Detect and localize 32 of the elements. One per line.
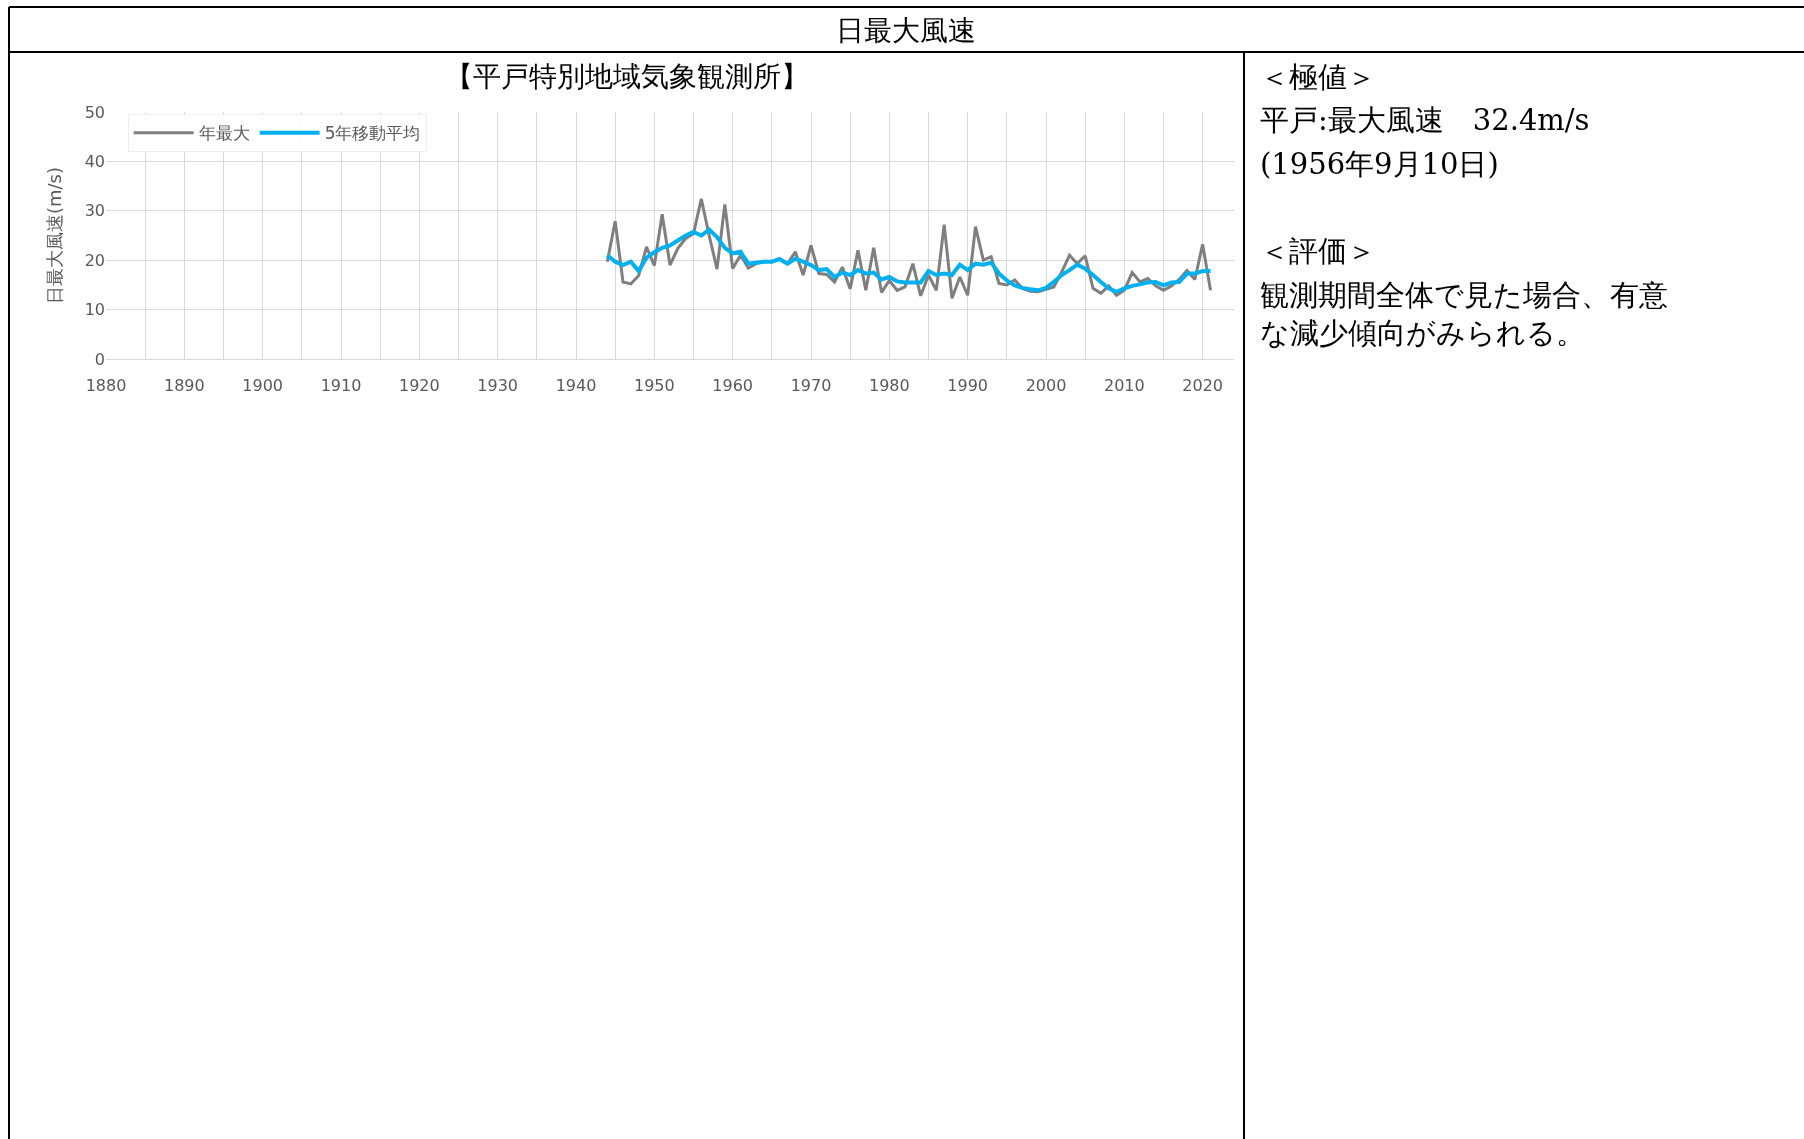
y-tick-label: 0 — [94, 349, 105, 369]
x-tick-label: 2020 — [1182, 376, 1224, 396]
y-tick-label: 30 — [84, 201, 105, 221]
chart-title: 【平戸特別地域気象観測所】 — [445, 60, 809, 93]
x-tick-label: 1920 — [398, 376, 440, 396]
x-tick-label: 1930 — [477, 376, 519, 396]
x-tick-label: 1950 — [633, 376, 675, 396]
y-tick-label: 40 — [84, 152, 105, 171]
text: ＜極値＞ — [1260, 60, 1376, 94]
x-tick-label: 2010 — [1103, 376, 1145, 396]
text: ＜評価＞ — [1260, 234, 1376, 268]
text: 日最大風速 — [836, 14, 976, 47]
x-tick-label: 1910 — [320, 376, 362, 396]
x-tick-label: 2000 — [1025, 376, 1067, 396]
text: (1956年9月10日) — [1260, 147, 1499, 181]
x-tick-label: 1890 — [163, 376, 205, 396]
legend-label: 5年移動平均 — [324, 123, 421, 144]
x-tick-label: 1970 — [790, 376, 832, 396]
x-tick-label: 1980 — [868, 376, 910, 396]
x-tick-label: 1880 — [85, 376, 127, 396]
y-tick-label: 10 — [84, 300, 105, 320]
y-tick-label: 50 — [84, 102, 105, 122]
legend-label: 年最大 — [198, 123, 250, 144]
text: 観測期間全体で見た場合、有意な減少傾向がみられる。 — [1260, 278, 1668, 350]
y-tick-label: 20 — [84, 250, 105, 270]
x-tick-label: 1960 — [712, 376, 754, 396]
x-tick-label: 1900 — [242, 376, 284, 396]
line-series — [605, 227, 1213, 294]
y-axis-title: 日最大風速(m/s) — [43, 166, 65, 305]
x-tick-label: 1940 — [555, 376, 597, 396]
x-tick-label: 1990 — [947, 376, 989, 396]
text: 平戸:最大風速 32.4m/s — [1260, 103, 1590, 137]
